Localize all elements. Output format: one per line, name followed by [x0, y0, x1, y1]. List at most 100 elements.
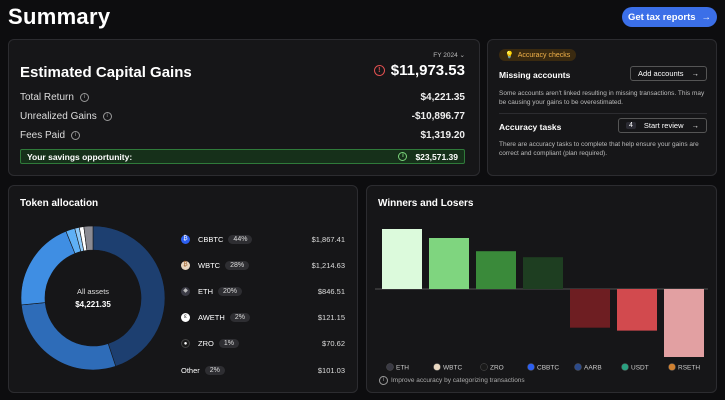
legend-row-aweth[interactable]: ε AWETH 2% $121.15: [181, 310, 345, 324]
x-tick-label: USDT: [631, 365, 649, 372]
x-tick-label: RSETH: [678, 365, 700, 372]
info-icon: i: [379, 376, 388, 385]
token-pct: 2%: [229, 312, 250, 322]
cta-label: Get tax reports: [627, 11, 696, 23]
divider: [499, 113, 707, 114]
start-review-button[interactable]: 4 Start review →: [617, 118, 707, 133]
winners-losers-card: Winners and Losers ETH WBTC ZRO CBBTC AARB US…: [366, 185, 717, 393]
bar-cbbtc[interactable]: [523, 257, 563, 289]
winners-losers-chart: ETH WBTC ZRO CBBTC AARB USDT RSETH: [375, 229, 708, 372]
token-value: $121.15: [317, 312, 345, 322]
arrow-right-icon: →: [691, 69, 700, 78]
tasks-count: 4: [625, 122, 636, 129]
token-pct: 1%: [218, 338, 239, 348]
x-tick-label: ETH: [396, 365, 409, 372]
get-tax-reports-button[interactable]: Get tax reports →: [622, 7, 717, 27]
footer-text: Improve accuracy by categorizing transac…: [391, 377, 525, 384]
accuracy-tasks-text: There are accuracy tasks to complete tha…: [499, 141, 699, 158]
savings-opportunity: Your savings opportunity: i $23,571.39: [20, 149, 465, 164]
fees-paid-value: $1,319.20: [420, 130, 466, 141]
accuracy-badge: 💡 Accuracy checks: [499, 49, 577, 61]
arrow-right-icon: →: [701, 11, 712, 23]
token-name: AWETH: [198, 312, 225, 322]
accuracy-badge-label: Accuracy checks: [517, 51, 571, 59]
info-icon[interactable]: i: [79, 93, 89, 102]
bar-usdt[interactable]: [617, 289, 657, 331]
token-value: $101.03: [317, 365, 345, 375]
bar-wbtc[interactable]: [429, 238, 469, 289]
cbbtc-icon: [527, 363, 535, 371]
bar-rseth[interactable]: [664, 289, 704, 357]
legend-row-eth[interactable]: ◆ ETH 20% $846.51: [181, 284, 345, 298]
legend-row-wbtc[interactable]: ₿ WBTC 28% $1,214.63: [181, 258, 345, 272]
token-name: ETH: [198, 286, 213, 296]
add-accounts-label: Add accounts: [638, 69, 684, 78]
bar-eth[interactable]: [382, 229, 422, 289]
missing-accounts-text: Some accounts aren't linked resulting in…: [499, 90, 705, 107]
gains-total-value: $11,973.53: [390, 62, 465, 79]
legend-row-zro[interactable]: ● ZRO 1% $70.62: [181, 336, 345, 350]
rseth-icon: [668, 363, 676, 371]
unrealized-gains-label: Unrealized Gains: [20, 111, 97, 122]
wbtc-icon: [433, 363, 441, 371]
footer-hint[interactable]: i Improve accuracy by categorizing trans…: [379, 376, 525, 385]
capital-gains-card: FY 2024 ⌄ Estimated Capital Gains ! $11,…: [8, 39, 480, 176]
gains-total: ! $11,973.53: [373, 62, 465, 79]
donut-center-value: $4,221.35: [75, 300, 111, 309]
info-icon[interactable]: i: [102, 112, 112, 121]
fy-label: FY 2024: [433, 52, 458, 59]
allocation-donut-chart: All assets $4,221.35: [20, 225, 166, 371]
info-icon[interactable]: i: [71, 131, 81, 140]
donut-slice[interactable]: [20, 230, 76, 306]
legend-row-cbbtc[interactable]: ₿ CBBTC 44% $1,867.41: [181, 232, 345, 246]
usdt-icon: [621, 363, 629, 371]
fy-select[interactable]: FY 2024 ⌄: [433, 51, 465, 59]
zro-icon: [480, 363, 488, 371]
accuracy-checks-card: 💡 Accuracy checks Missing accounts Add a…: [487, 39, 717, 176]
warning-icon[interactable]: !: [373, 65, 385, 76]
fees-paid-row: Fees Paid i $1,319.20: [20, 130, 465, 141]
start-review-label: Start review: [643, 121, 684, 130]
bar-zro[interactable]: [476, 251, 516, 289]
add-accounts-button[interactable]: Add accounts →: [630, 66, 707, 81]
token-name: WBTC: [198, 260, 221, 270]
page-title: Summary: [8, 4, 111, 29]
wbtc-icon: ₿: [181, 260, 190, 270]
lightbulb-icon: 💡: [505, 52, 514, 59]
unrealized-gains-value: -$10,896.77: [411, 111, 465, 122]
total-return-value: $4,221.35: [420, 92, 466, 103]
token-name: CBBTC: [198, 234, 224, 244]
token-pct: 44%: [228, 234, 253, 244]
donut-center-label: All assets: [77, 287, 109, 296]
donut-slice[interactable]: [21, 302, 117, 371]
savings-label: Your savings opportunity:: [27, 151, 133, 162]
token-allocation-card: Token allocation All assets $4,221.35 ₿ …: [8, 185, 358, 393]
token-pct: 2%: [204, 365, 225, 375]
legend-row-other[interactable]: Other 2% $101.03: [181, 363, 345, 377]
x-tick-label: WBTC: [443, 365, 462, 372]
accuracy-tasks-title: Accuracy tasks: [499, 122, 562, 132]
token-value: $846.51: [317, 286, 345, 296]
fees-paid-label: Fees Paid: [20, 130, 66, 141]
token-pct: 28%: [225, 260, 250, 270]
bar-aarb[interactable]: [570, 289, 610, 328]
cbbtc-icon: ₿: [181, 234, 190, 244]
unrealized-gains-row: Unrealized Gains i -$10,896.77: [20, 111, 465, 122]
zro-icon: ●: [181, 338, 190, 348]
token-value: $70.62: [322, 338, 345, 348]
arrow-right-icon: →: [691, 121, 700, 130]
x-tick-label: ZRO: [490, 365, 504, 372]
eth-icon: ◆: [181, 286, 190, 296]
token-pct: 20%: [218, 286, 243, 296]
total-return-row: Total Return i $4,221.35: [20, 92, 465, 103]
eth-icon: [386, 363, 394, 371]
token-name: Other: [181, 365, 200, 375]
info-icon[interactable]: i: [398, 152, 408, 161]
aarb-icon: [574, 363, 582, 371]
winners-losers-title: Winners and Losers: [378, 198, 474, 209]
gains-title: Estimated Capital Gains: [20, 64, 192, 81]
savings-value: $23,571.39: [415, 151, 458, 162]
donut-slice[interactable]: [83, 225, 94, 251]
chevron-down-icon: ⌄: [459, 52, 465, 59]
donut-slice[interactable]: [92, 225, 166, 367]
